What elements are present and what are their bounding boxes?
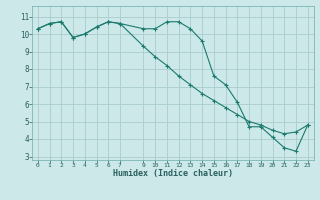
X-axis label: Humidex (Indice chaleur): Humidex (Indice chaleur): [113, 169, 233, 178]
